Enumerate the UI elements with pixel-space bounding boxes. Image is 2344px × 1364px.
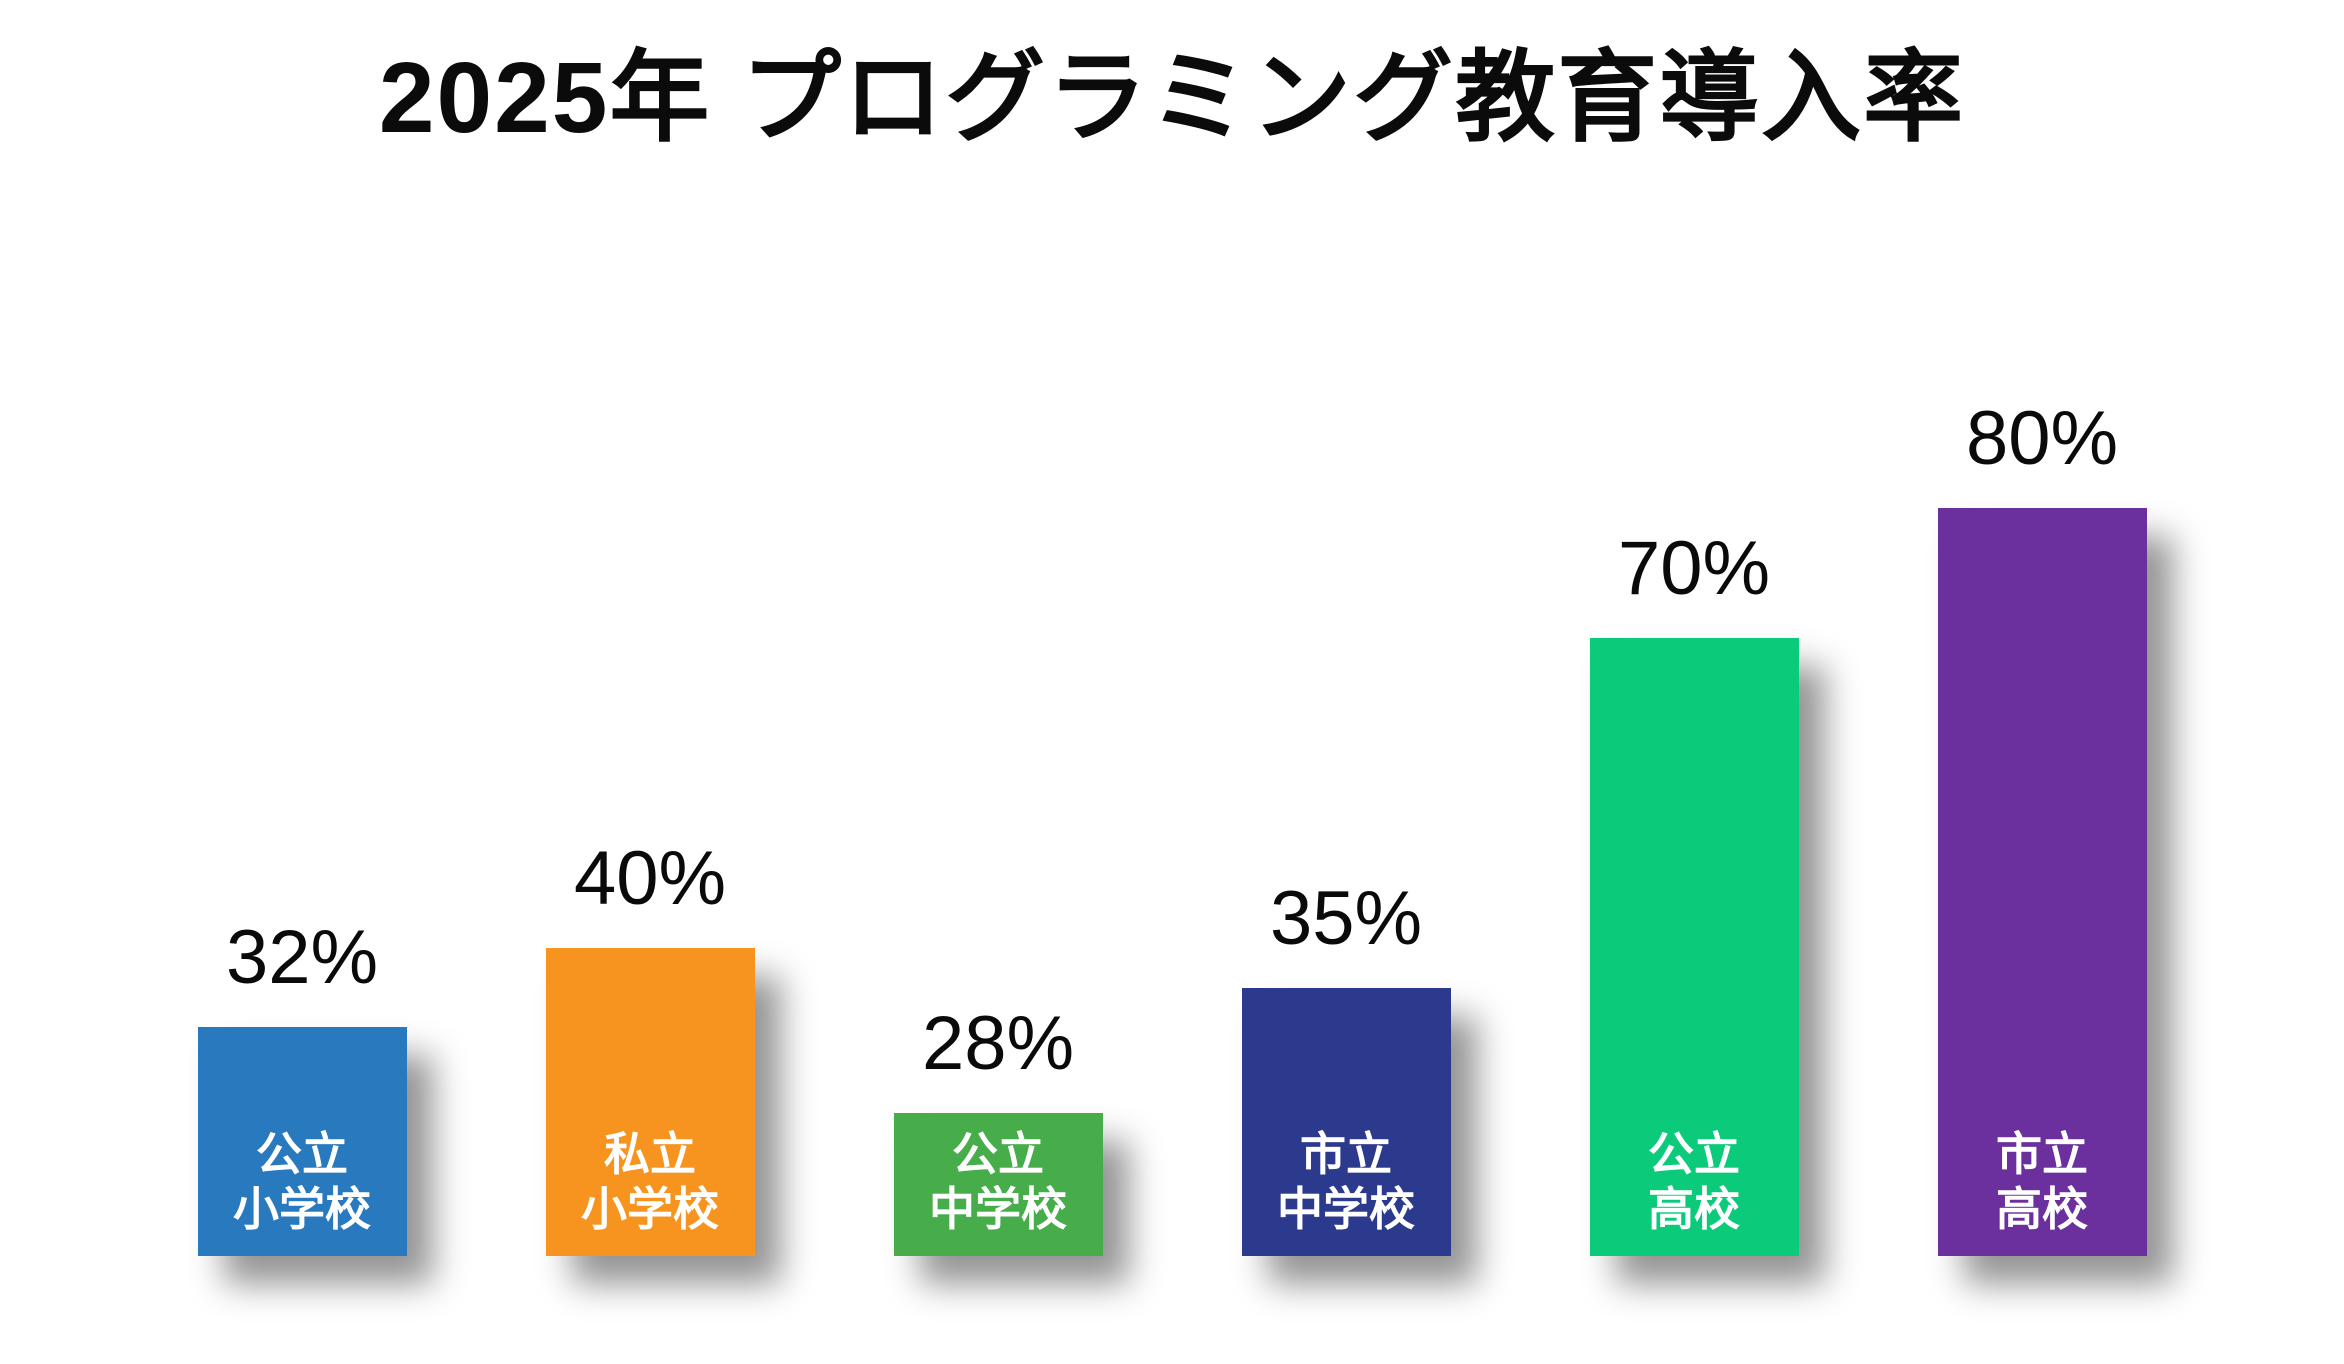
- bar-label-line1: 公立: [1648, 1128, 1740, 1181]
- bar-chart: 32% 公立 小学校 40% 私立 小学校 28% 公立: [197, 395, 2147, 1256]
- bar-group-private-elementary: 40% 私立 小学校: [545, 835, 755, 1256]
- bar: 私立 小学校: [545, 948, 755, 1256]
- bar-group-municipal-junior-high: 35% 市立 中学校: [1241, 875, 1451, 1256]
- bar: 公立 小学校: [197, 1027, 407, 1256]
- bar-label-line1: 市立: [1300, 1128, 1392, 1181]
- bar-category-label: 市立 高校: [1996, 1127, 2088, 1256]
- chart-title: 2025年 プログラミング教育導入率: [378, 42, 1966, 154]
- bar-group-public-elementary: 32% 公立 小学校: [197, 914, 407, 1256]
- bar: 市立 高校: [1937, 508, 2147, 1256]
- bar-value-label: 80%: [1965, 396, 2119, 481]
- bar-group-public-junior-high: 28% 公立 中学校: [893, 1000, 1103, 1256]
- bar-value-label: 32%: [225, 915, 379, 1000]
- bar: 公立 中学校: [893, 1113, 1103, 1256]
- bar-group-municipal-high-school: 80% 市立 高校: [1937, 395, 2147, 1256]
- bar-category-label: 私立 小学校: [581, 1127, 719, 1256]
- bar-category-label: 公立 中学校: [929, 1127, 1067, 1256]
- bar-category-label: 公立 小学校: [233, 1127, 371, 1256]
- bar-label-line2: 中学校: [929, 1182, 1067, 1235]
- bar-value-label: 70%: [1617, 526, 1771, 611]
- bar-label-line2: 高校: [1996, 1182, 2088, 1235]
- bar-label-line1: 私立: [604, 1128, 696, 1181]
- bar-label-line2: 小学校: [233, 1182, 371, 1235]
- bar-label-line2: 中学校: [1277, 1182, 1415, 1235]
- bar-category-label: 市立 中学校: [1277, 1127, 1415, 1256]
- bar-category-label: 公立 高校: [1648, 1127, 1740, 1256]
- bar-label-line1: 公立: [952, 1128, 1044, 1181]
- bar: 公立 高校: [1589, 638, 1799, 1256]
- bar-group-public-high-school: 70% 公立 高校: [1589, 525, 1799, 1256]
- bar-value-label: 28%: [921, 1001, 1075, 1086]
- bar-label-line2: 高校: [1648, 1182, 1740, 1235]
- bar-label-line1: 公立: [256, 1128, 348, 1181]
- bar-value-label: 35%: [1269, 876, 1423, 961]
- bar: 市立 中学校: [1241, 988, 1451, 1256]
- bar-label-line1: 市立: [1996, 1128, 2088, 1181]
- bar-label-line2: 小学校: [581, 1182, 719, 1235]
- bar-value-label: 40%: [573, 836, 727, 921]
